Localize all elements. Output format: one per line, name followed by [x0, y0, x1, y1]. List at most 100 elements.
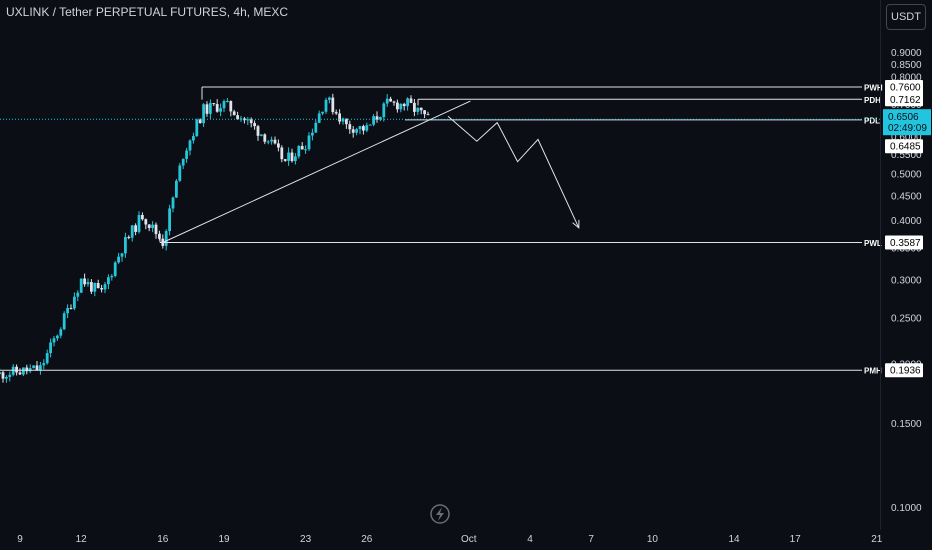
- candle-body: [96, 283, 100, 289]
- projection-path[interactable]: [447, 115, 580, 229]
- candle-body: [389, 98, 392, 102]
- candle-body: [18, 372, 22, 375]
- candle-body: [175, 180, 178, 198]
- candle-body: [86, 282, 90, 285]
- y-tick-label: 0.8000: [891, 72, 922, 83]
- candle-body: [263, 134, 267, 142]
- candle-body: [348, 124, 352, 130]
- candle-body: [28, 368, 32, 372]
- candle-body: [229, 100, 233, 112]
- candle-body: [35, 365, 39, 371]
- candle-body: [362, 126, 365, 131]
- candle-body: [372, 116, 375, 125]
- y-tick-label: 0.8500: [891, 60, 922, 71]
- candle-body: [297, 146, 301, 157]
- candle-body: [181, 158, 185, 166]
- y-tick-label: 0.1000: [891, 503, 922, 514]
- candle-body: [62, 313, 66, 330]
- candle-body: [56, 335, 59, 339]
- candle-body: [83, 278, 86, 285]
- candle-body: [345, 118, 348, 125]
- candle-body: [192, 136, 195, 141]
- candle-body: [79, 278, 83, 293]
- x-tick-label: Oct: [461, 534, 477, 545]
- candle-body: [117, 256, 120, 263]
- candle-body: [382, 103, 386, 118]
- currency-button[interactable]: USDT: [886, 4, 926, 30]
- candle-body: [45, 353, 49, 364]
- candle-body: [205, 104, 209, 114]
- candle-body: [338, 113, 341, 122]
- x-tick-label: 16: [157, 534, 169, 545]
- candle-body: [358, 126, 362, 130]
- lightning-icon[interactable]: [430, 504, 450, 524]
- candle-body: [253, 123, 256, 127]
- candle-body: [256, 126, 260, 136]
- candle-body: [141, 215, 144, 220]
- candle-body: [15, 366, 18, 373]
- candle-body: [198, 119, 202, 124]
- candle-body: [311, 132, 314, 136]
- candle-body: [243, 118, 246, 121]
- candle-body: [277, 143, 280, 148]
- candle-body: [300, 146, 304, 150]
- x-tick-label: 26: [361, 534, 373, 545]
- candle-body: [379, 117, 382, 120]
- current-price-value: 0.6506: [888, 112, 919, 123]
- candle-body: [226, 100, 229, 102]
- candle-body: [151, 224, 154, 228]
- level-price-label: 0.7162: [890, 95, 921, 106]
- x-tick-label: 12: [76, 534, 88, 545]
- candle-body: [164, 231, 168, 246]
- level-price-label: 0.3587: [890, 238, 921, 249]
- candle-body: [49, 342, 52, 354]
- candle-body: [426, 114, 430, 116]
- candle-body: [185, 150, 188, 159]
- candle-body: [249, 119, 253, 124]
- candle-body: [127, 237, 131, 239]
- candle-body: [158, 234, 161, 239]
- level-price-label: 0.1936: [890, 366, 921, 377]
- candle-body: [409, 98, 413, 103]
- candle-body: [307, 135, 311, 150]
- y-tick-label: 0.4500: [891, 192, 922, 203]
- candle-body: [290, 152, 294, 162]
- y-tick-label: 0.6000: [891, 132, 922, 143]
- candle-body: [110, 275, 114, 278]
- candle-body: [144, 219, 148, 225]
- candle-body: [76, 292, 80, 297]
- candle-body: [317, 113, 321, 123]
- candle-body: [90, 282, 93, 292]
- current-price-countdown: 02:49:09: [888, 123, 927, 134]
- candle-body: [219, 108, 222, 112]
- candle-body: [273, 139, 277, 144]
- candle-body: [134, 225, 137, 232]
- candle-body: [8, 374, 12, 378]
- candle-body: [188, 140, 192, 151]
- candle-body: [5, 377, 8, 379]
- candle-body: [137, 215, 141, 232]
- candle-body: [392, 101, 396, 103]
- candle-body: [202, 104, 205, 124]
- candle-body: [209, 103, 212, 114]
- candle-body: [239, 118, 243, 120]
- candle-body: [419, 107, 423, 111]
- x-tick-label: 17: [790, 534, 802, 545]
- candle-body: [124, 237, 127, 254]
- trendline[interactable]: [162, 100, 471, 243]
- price-axis-separator: [880, 0, 881, 530]
- candle-body: [222, 101, 226, 109]
- candle-body: [130, 225, 134, 238]
- x-tick-label: 23: [300, 534, 312, 545]
- level-tag-pdl: PDL: [864, 116, 880, 125]
- level-price-label: 0.6485: [890, 142, 921, 153]
- candle-body: [178, 165, 182, 181]
- candle-body: [413, 102, 416, 112]
- candle-body: [212, 103, 216, 105]
- candle-body: [406, 98, 409, 107]
- candle-body: [215, 104, 219, 112]
- candle-body: [375, 116, 379, 120]
- candle-body: [314, 122, 318, 133]
- candle-body: [107, 277, 110, 285]
